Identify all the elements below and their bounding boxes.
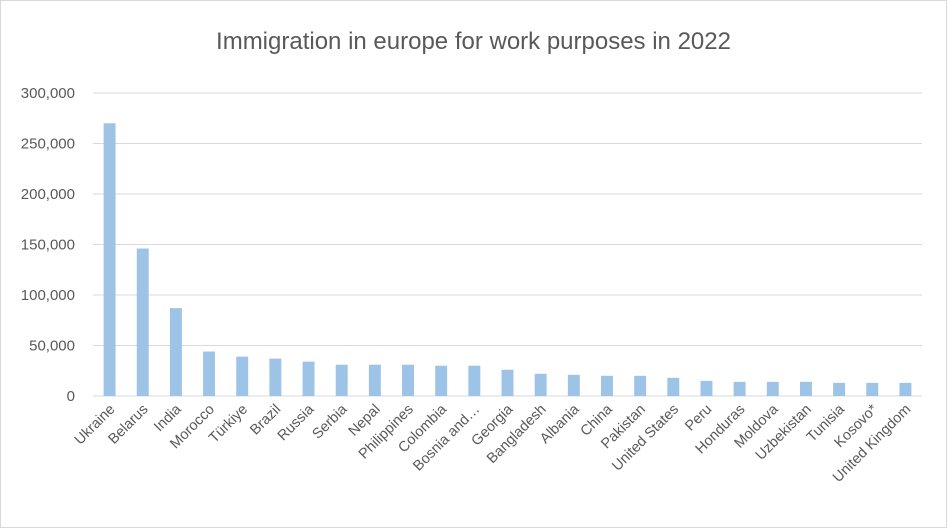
bar <box>501 369 514 396</box>
bar <box>700 380 713 396</box>
y-tick-label: 50,000 <box>29 338 75 355</box>
bar <box>601 375 613 396</box>
bar <box>402 364 414 396</box>
bar <box>203 351 216 396</box>
x-tick-label: Serbia <box>310 401 352 443</box>
y-tick-label: 150,000 <box>21 237 75 254</box>
bar <box>435 365 448 396</box>
y-tick-label: 300,000 <box>21 85 75 102</box>
chart-title: Immigration in europe for work purposes … <box>216 28 731 55</box>
bar <box>136 248 149 396</box>
y-tick-label: 200,000 <box>21 186 75 203</box>
bar <box>368 364 381 396</box>
bar <box>799 381 812 396</box>
bar <box>833 382 846 396</box>
bar <box>335 364 348 396</box>
y-tick-label: 100,000 <box>21 287 75 304</box>
bar <box>103 123 116 397</box>
bar <box>302 361 315 396</box>
x-tick-label: Russia <box>275 401 318 444</box>
bar <box>667 377 680 396</box>
y-tick-label: 0 <box>67 388 75 405</box>
bar <box>766 381 779 396</box>
y-tick-label: 250,000 <box>21 136 75 153</box>
bar <box>236 356 249 396</box>
bar <box>468 365 481 396</box>
bar <box>866 382 879 396</box>
bar <box>269 358 282 396</box>
bar <box>534 373 547 396</box>
bar <box>567 374 580 396</box>
bar <box>733 381 746 396</box>
bar <box>899 382 912 396</box>
bar <box>169 308 182 396</box>
bar <box>634 375 647 396</box>
